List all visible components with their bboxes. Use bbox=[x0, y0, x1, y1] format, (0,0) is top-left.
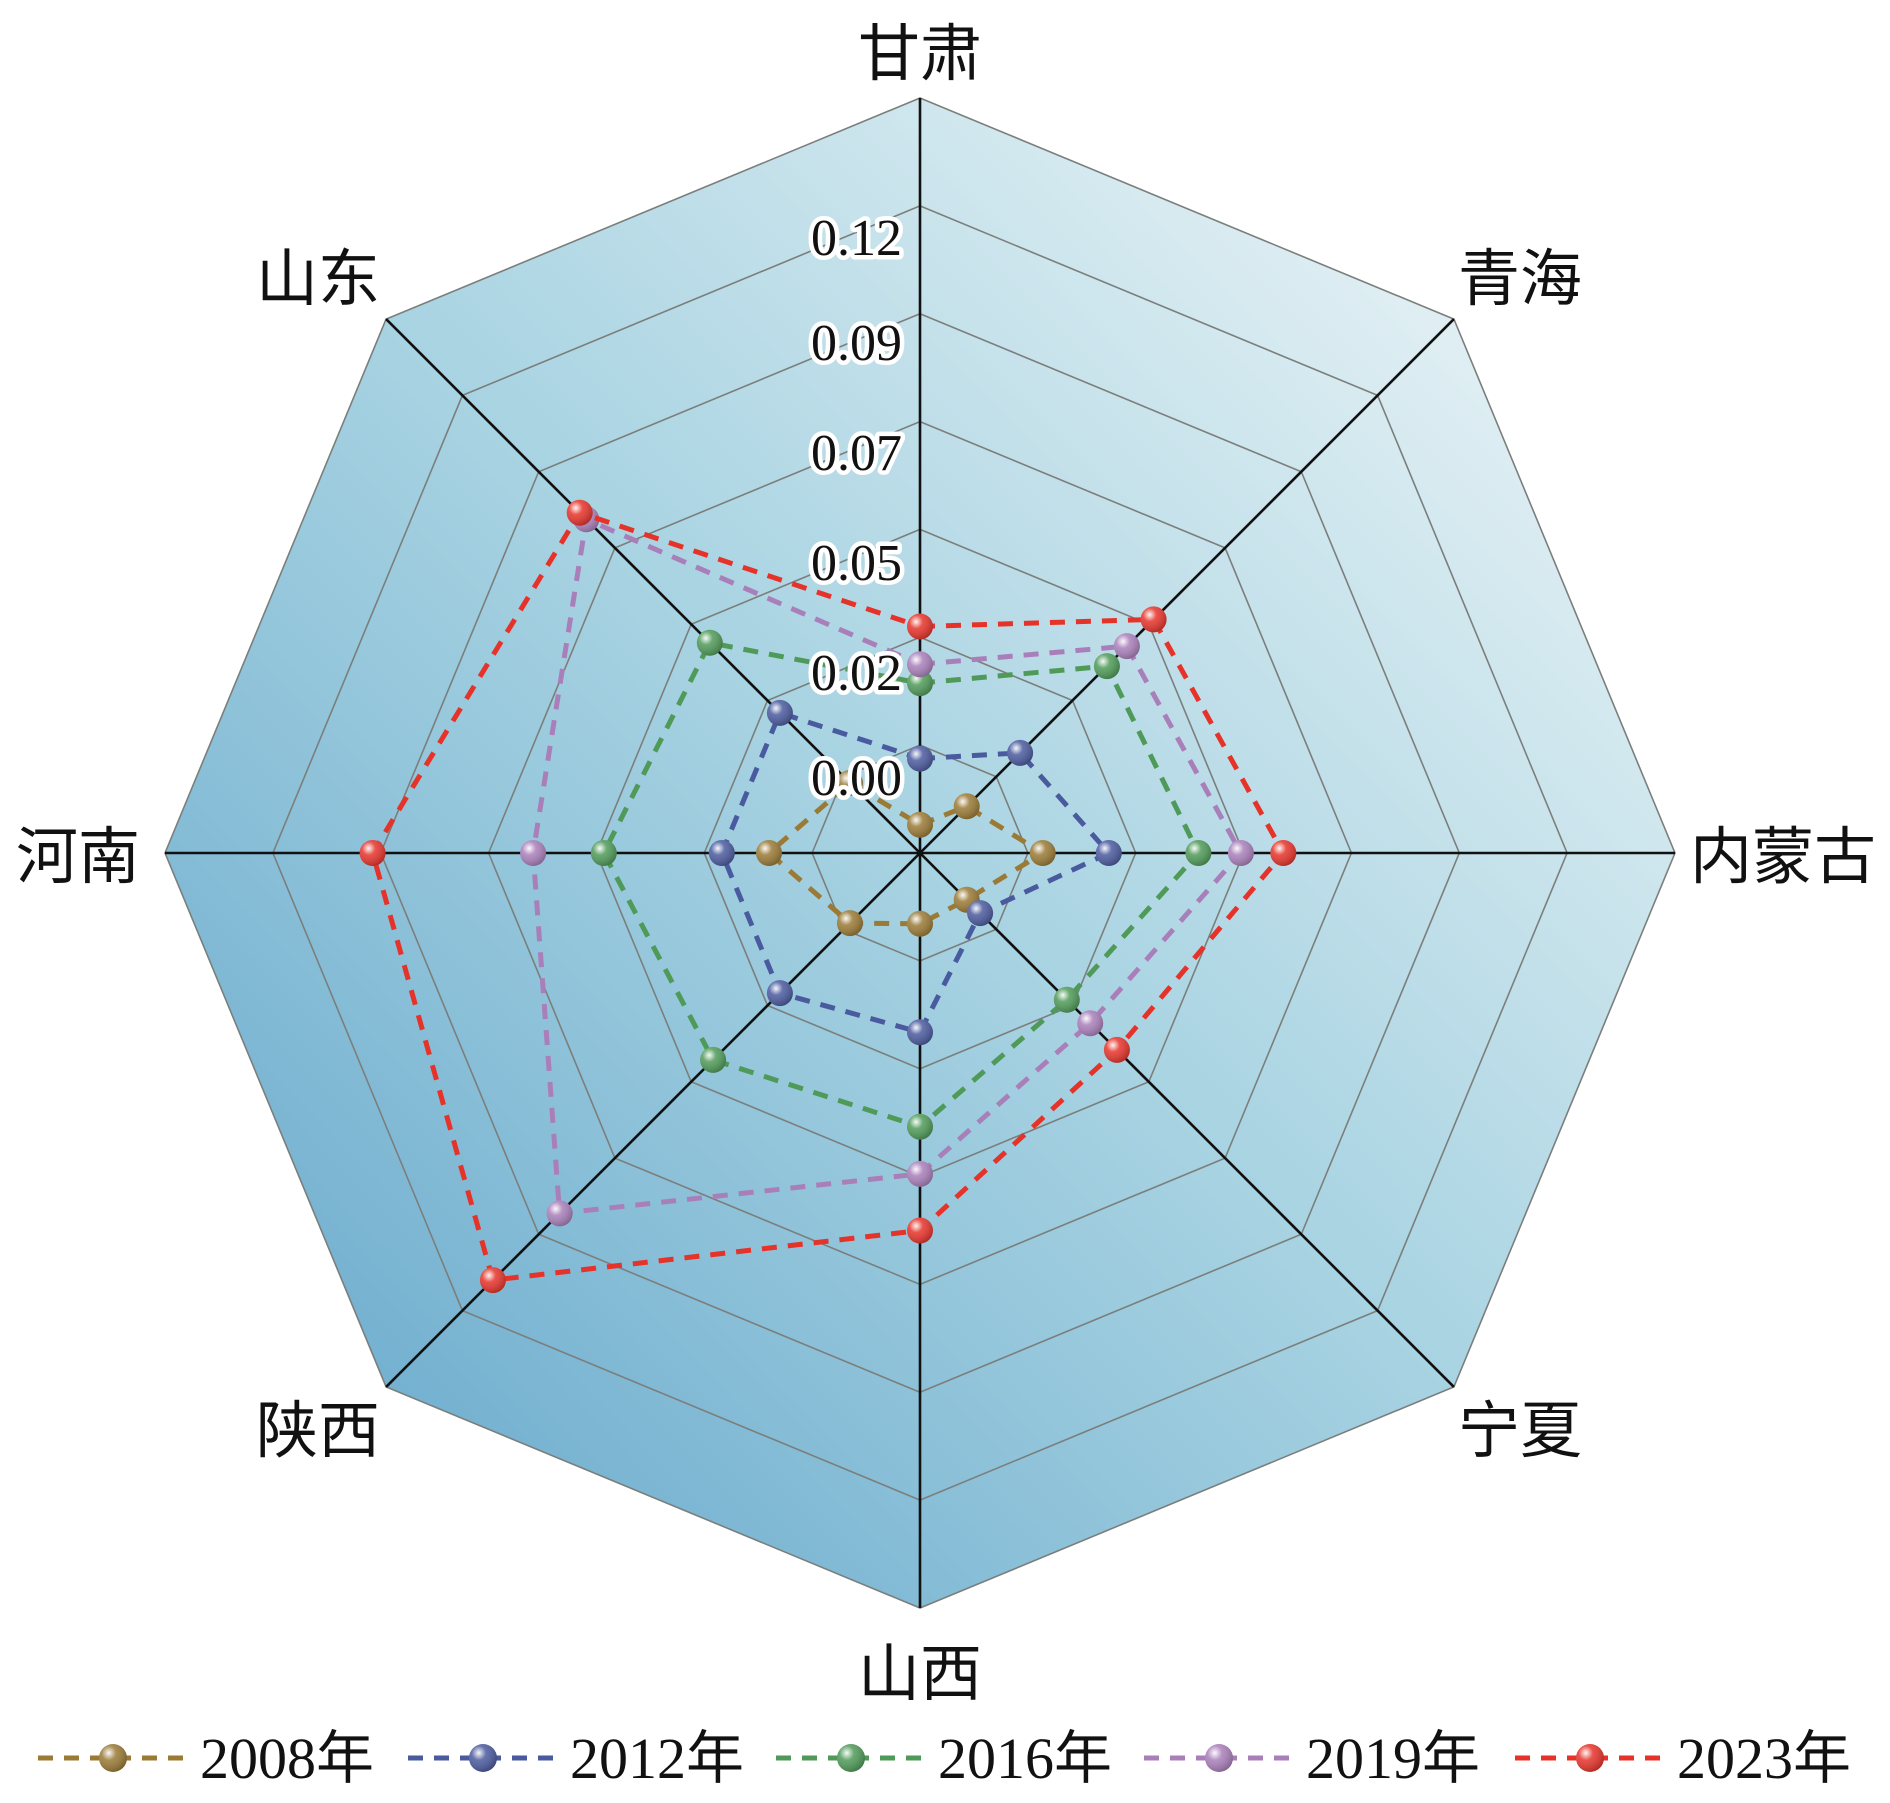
data-point-highlight bbox=[1140, 606, 1167, 633]
axis-line bbox=[919, 852, 1455, 1388]
series-2019年 bbox=[520, 506, 1254, 1227]
radar-tick-labels: 0.00 0.02 0.05 0.07 0.09 0.12 bbox=[807, 206, 907, 812]
data-point-highlight bbox=[696, 629, 723, 656]
data-point-highlight bbox=[836, 910, 863, 937]
legend-item: 2012年 bbox=[408, 1726, 744, 1791]
data-point-highlight bbox=[907, 651, 933, 678]
data-point-highlight bbox=[1103, 1036, 1130, 1063]
legend-marker-highlight bbox=[469, 1744, 497, 1772]
data-point-highlight bbox=[1113, 633, 1140, 660]
data-point-highlight bbox=[953, 793, 980, 820]
data-point-highlight bbox=[766, 699, 793, 726]
legend-item: 2019年 bbox=[1144, 1726, 1480, 1791]
data-point-highlight bbox=[836, 769, 863, 796]
series-line bbox=[719, 710, 1112, 1035]
axis-label: 河南 bbox=[16, 820, 140, 893]
data-point-highlight bbox=[1029, 840, 1056, 866]
axis-label: 宁夏 bbox=[1458, 1394, 1582, 1467]
data-point-highlight bbox=[907, 1160, 933, 1187]
data-point-highlight bbox=[700, 1046, 727, 1073]
data-point-highlight bbox=[907, 1113, 933, 1140]
legend-label: 2023年 bbox=[1677, 1726, 1851, 1791]
data-point-highlight bbox=[546, 1200, 573, 1227]
tick-label: 0.05 bbox=[811, 535, 902, 592]
data-point-highlight bbox=[1007, 739, 1034, 766]
data-point-highlight bbox=[1095, 840, 1122, 866]
legend-label: 2012年 bbox=[570, 1726, 744, 1791]
data-point-highlight bbox=[1077, 1010, 1104, 1037]
tick-label: 0.00 bbox=[811, 750, 902, 807]
legend-marker-highlight bbox=[1205, 1744, 1233, 1772]
legend-item: 2016年 bbox=[776, 1726, 1112, 1791]
data-point-highlight bbox=[1093, 653, 1120, 680]
data-point-highlight bbox=[907, 613, 933, 640]
data-point-highlight bbox=[907, 910, 933, 937]
data-point-highlight bbox=[907, 1217, 933, 1244]
series-2012年 bbox=[708, 699, 1122, 1046]
data-point-highlight bbox=[967, 900, 994, 927]
series-2023年 bbox=[359, 499, 1297, 1294]
data-point-highlight bbox=[1227, 840, 1254, 866]
data-point-highlight bbox=[566, 499, 593, 526]
data-point-highlight bbox=[1185, 840, 1212, 866]
radar-axes bbox=[165, 98, 1675, 1608]
data-point-highlight bbox=[907, 1019, 933, 1046]
axis-line bbox=[385, 318, 921, 854]
axis-label: 青海 bbox=[1458, 242, 1582, 315]
legend-label: 2008年 bbox=[200, 1726, 374, 1791]
data-point-highlight bbox=[766, 980, 793, 1007]
data-point-highlight bbox=[756, 840, 782, 866]
data-point-highlight bbox=[907, 670, 933, 697]
axis-label: 山西 bbox=[858, 1637, 982, 1710]
axis-label: 内蒙古 bbox=[1690, 820, 1876, 893]
tick-label: 0.12 bbox=[811, 210, 902, 267]
legend-item: 2008年 bbox=[38, 1726, 374, 1791]
radar-series bbox=[359, 499, 1297, 1294]
legend-label: 2016年 bbox=[938, 1726, 1112, 1791]
data-point-highlight bbox=[590, 840, 617, 866]
legend-marker-highlight bbox=[99, 1744, 127, 1772]
axis-label: 甘肃 bbox=[858, 17, 982, 90]
legend-item: 2023年 bbox=[1515, 1726, 1851, 1791]
data-point-highlight bbox=[1053, 986, 1080, 1013]
data-point-highlight bbox=[1270, 840, 1297, 866]
data-point-highlight bbox=[520, 840, 547, 866]
tick-label: 0.09 bbox=[811, 315, 902, 372]
axis-label: 陕西 bbox=[256, 1394, 380, 1467]
data-point-highlight bbox=[359, 840, 386, 866]
legend-marker-highlight bbox=[1576, 1744, 1604, 1772]
data-point-highlight bbox=[907, 811, 933, 838]
axis-line bbox=[919, 318, 1455, 854]
axis-line bbox=[385, 852, 921, 1388]
series-line bbox=[766, 780, 1046, 927]
tick-label: 0.07 bbox=[811, 425, 902, 482]
legend: 2008年 2012年 2016年 2019年 2023年 bbox=[38, 1726, 1851, 1791]
data-point-highlight bbox=[708, 840, 735, 866]
series-2016年 bbox=[590, 629, 1212, 1140]
axis-label: 山东 bbox=[256, 242, 380, 315]
data-point-highlight bbox=[479, 1267, 506, 1294]
data-point-highlight bbox=[907, 745, 933, 772]
legend-marker-highlight bbox=[837, 1744, 865, 1772]
tick-label: 0.02 bbox=[811, 645, 902, 702]
legend-label: 2019年 bbox=[1306, 1726, 1480, 1791]
